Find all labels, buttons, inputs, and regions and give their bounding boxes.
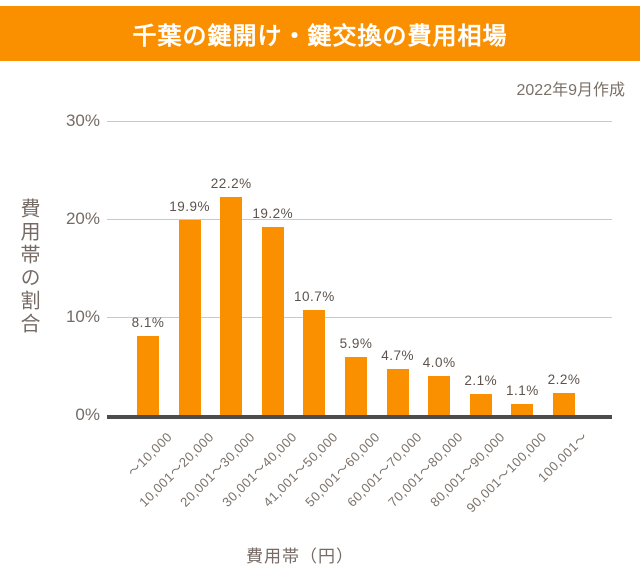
gridline-30pct <box>107 120 612 122</box>
bar <box>261 226 284 415</box>
bar <box>303 310 326 415</box>
bar <box>386 368 409 415</box>
y-tick-label: 0% <box>75 405 100 424</box>
gridline-10pct <box>107 316 612 318</box>
created-date-note: 2022年9月作成 <box>516 82 626 99</box>
x-axis-title: 費用帯（円） <box>246 547 354 566</box>
bar <box>220 197 243 415</box>
bar-value-label: 10.7% <box>294 289 335 305</box>
y-axis-title: 費用帯の割合 <box>17 198 39 336</box>
y-tick-label: 20% <box>65 209 100 228</box>
bar <box>469 394 492 415</box>
bar-value-label: 8.1% <box>131 314 165 330</box>
page-title: 千葉の鍵開け・鍵交換の費用相場 <box>132 23 508 50</box>
bar-value-label: 5.9% <box>339 336 373 352</box>
bar-value-label: 19.9% <box>169 198 210 214</box>
bar-value-label: 2.1% <box>464 373 498 389</box>
bar-value-label: 2.2% <box>547 372 581 388</box>
x-axis-baseline <box>107 415 612 419</box>
bar-value-label: 1.1% <box>506 383 539 399</box>
bar <box>345 357 367 415</box>
bar <box>511 404 534 415</box>
bar-value-label: 22.2% <box>210 176 252 192</box>
y-tick-label: 30% <box>65 111 100 130</box>
gridline-20pct <box>107 218 612 220</box>
y-tick-label: 10% <box>65 307 100 326</box>
bar-value-label: 19.2% <box>252 205 294 221</box>
bar <box>178 219 201 415</box>
bar <box>137 335 159 415</box>
bar <box>553 393 575 415</box>
bar-value-label: 4.0% <box>422 354 456 370</box>
bar <box>428 375 451 415</box>
bar-value-label: 4.7% <box>381 347 414 363</box>
header-banner: 千葉の鍵開け・鍵交換の費用相場 <box>0 6 640 61</box>
